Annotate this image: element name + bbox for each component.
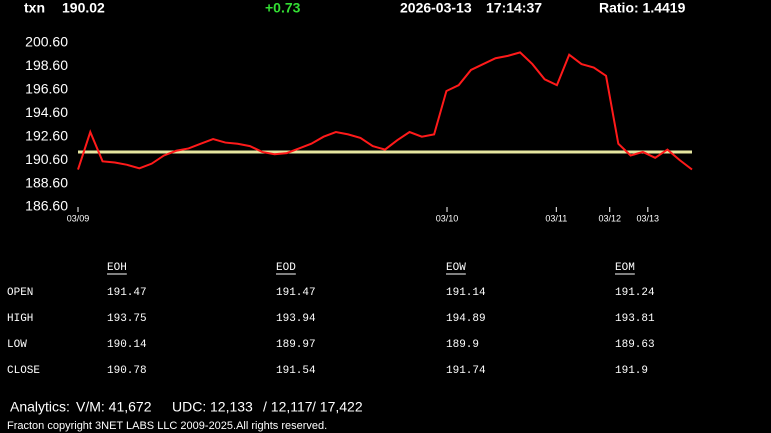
cell: 191.47 — [107, 287, 147, 299]
analytics-udc2: / 12,117 — [263, 399, 313, 415]
row-label: OPEN — [7, 287, 33, 299]
row-label: HIGH — [7, 313, 33, 325]
cell: 191.24 — [615, 287, 655, 299]
cell: 189.9 — [446, 339, 479, 351]
x-tick-label: 03/11 — [545, 213, 567, 223]
y-tick-label: 192.60 — [25, 127, 68, 143]
cell: 191.47 — [276, 287, 316, 299]
row-label: CLOSE — [7, 365, 40, 377]
y-tick-label: 190.60 — [25, 151, 68, 167]
column-header: EOM — [615, 262, 635, 274]
cell: 194.89 — [446, 313, 486, 325]
row-label: LOW — [7, 339, 27, 351]
cell: 191.54 — [276, 365, 316, 377]
cell: 191.74 — [446, 365, 486, 377]
analytics-vm: V/M: 41,672 — [76, 399, 152, 415]
cell: 189.97 — [276, 339, 316, 351]
y-tick-label: 188.60 — [25, 174, 68, 190]
x-tick-label: 03/13 — [637, 213, 660, 223]
analytics-udc3: / 17,422 — [312, 399, 363, 415]
analytics-udc: UDC: — [172, 399, 206, 415]
ratio: Ratio: 1.4419 — [599, 0, 686, 16]
cell: 193.75 — [107, 313, 147, 325]
symbol: txn — [24, 0, 45, 16]
change: +0.73 — [265, 0, 301, 16]
price: 190.02 — [62, 0, 105, 16]
y-tick-label: 198.60 — [25, 57, 68, 73]
time: 17:14:37 — [486, 0, 542, 16]
column-header: EOH — [107, 262, 127, 274]
date: 2026-03-13 — [400, 0, 472, 16]
x-tick-label: 03/12 — [598, 213, 621, 223]
cell: 190.14 — [107, 339, 147, 351]
cell: 193.94 — [276, 313, 316, 325]
price-line — [77, 51, 693, 171]
analytics-udc1: 12,133 — [210, 399, 253, 415]
x-tick-label: 03/10 — [436, 213, 459, 223]
cell: 191.9 — [615, 365, 648, 377]
cell: 193.81 — [615, 313, 655, 325]
y-tick-label: 196.60 — [25, 81, 68, 97]
column-header: EOW — [446, 262, 466, 274]
x-tick-label: 03/09 — [67, 213, 90, 223]
cell: 191.14 — [446, 287, 486, 299]
y-tick-label: 194.60 — [25, 104, 68, 120]
copyright: Fracton copyright 3NET LABS LLC 2009-202… — [7, 420, 327, 432]
column-header: EOD — [276, 262, 296, 274]
cell: 190.78 — [107, 365, 147, 377]
y-tick-label: 186.60 — [25, 198, 68, 214]
analytics-label: Analytics: — [10, 399, 70, 415]
cell: 189.63 — [615, 339, 655, 351]
y-tick-label: 200.60 — [25, 34, 68, 50]
